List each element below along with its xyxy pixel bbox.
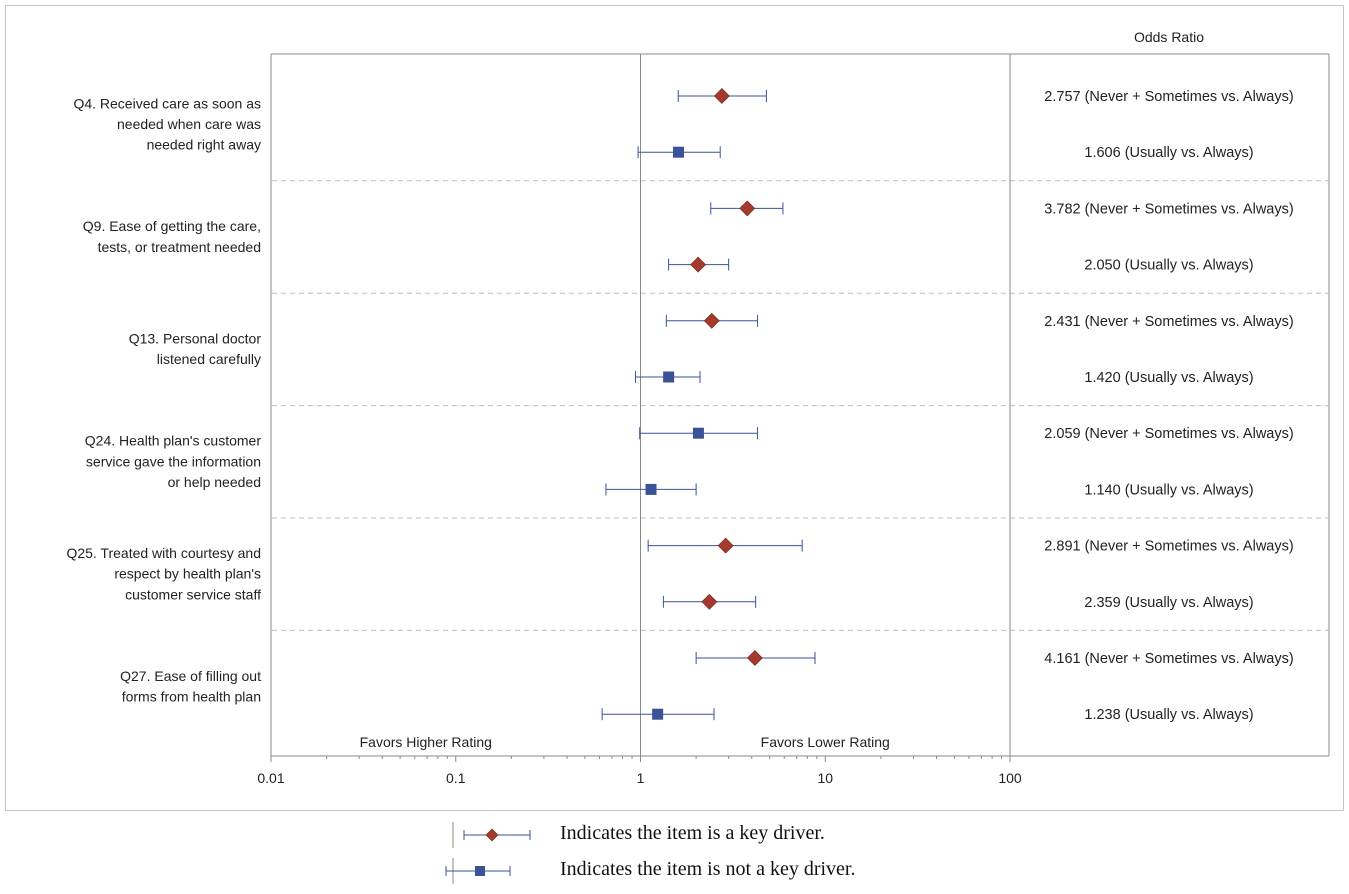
key-driver-marker [746,650,763,666]
odds-ratio-value: 3.782 (Never + Sometimes vs. Always) [1044,201,1293,217]
question-label-line: needed right away [147,137,261,153]
favors-higher-label: Favors Higher Rating [360,734,492,750]
legend-key-driver-label: Indicates the item is a key driver. [560,822,825,844]
question-label-line: needed when care was [117,116,261,132]
not-key-driver-marker [652,708,664,720]
key-driver-marker [701,593,718,610]
odds-ratio-value: 2.431 (Never + Sometimes vs. Always) [1044,314,1293,330]
question-label-line: Q24. Health plan's customer [85,433,262,449]
odds-ratio-value: 2.059 (Never + Sometimes vs. Always) [1044,426,1293,442]
x-tick-label: 100 [998,770,1022,786]
not-key-driver-marker [692,427,704,439]
odds-ratio-value: 1.606 (Usually vs. Always) [1084,145,1253,161]
key-driver-marker [713,88,730,104]
question-label-line: tests, or treatment needed [98,239,261,255]
key-driver-marker [703,312,720,329]
question-label-line: Q13. Personal doctor [129,331,262,347]
key-driver-marker [717,537,734,554]
x-tick-label: 0.1 [446,770,466,786]
forest-plot: Odds Ratio 0.01 0.1 1 10 100 Favors Higher Rat… [66,29,1330,786]
odds-ratio-header: Odds Ratio [1134,29,1204,45]
chart-frame: Odds Ratio 0.01 0.1 1 10 100 Favors Higher Rat… [5,5,1344,811]
question-label-line: Q25. Treated with courtesy and [66,545,261,561]
not-key-driver-marker-icon [445,858,511,884]
key-driver-marker-icon [452,822,531,848]
question-label-line: Q9. Ease of getting the care, [83,218,261,234]
question-label-line: forms from health plan [122,688,261,704]
question-label-line: respect by health plan's [114,566,261,582]
x-tick-label: 1 [637,770,645,786]
legend-item-not-key-driver: Indicates the item is not a key driver. [440,854,1040,888]
legend-item-key-driver: Indicates the item is a key driver. [440,818,1040,852]
odds-ratio-value: 2.359 (Usually vs. Always) [1084,595,1253,611]
key-driver-marker [690,256,707,273]
question-label-line: service gave the information [86,453,261,469]
not-key-driver-marker [673,146,685,158]
odds-ratio-value: 2.050 (Usually vs. Always) [1084,258,1253,274]
odds-ratio-value: 1.420 (Usually vs. Always) [1084,370,1253,386]
not-key-driver-marker [645,483,657,495]
not-key-driver-marker [663,371,675,383]
odds-ratio-value: 1.140 (Usually vs. Always) [1084,482,1253,498]
legend-not-key-driver-label: Indicates the item is not a key driver. [560,858,856,880]
question-label-line: or help needed [168,474,261,490]
question-label-line: Q4. Received care as soon as [73,96,261,112]
legend: Indicates the item is a key driver. Indi… [440,818,1040,888]
question-label-line: listened carefully [157,351,261,367]
odds-ratio-value: 4.161 (Never + Sometimes vs. Always) [1044,651,1293,667]
x-tick-label: 0.01 [257,770,284,786]
x-tick-label: 10 [817,770,833,786]
odds-ratio-value: 2.891 (Never + Sometimes vs. Always) [1044,539,1293,555]
odds-ratio-value: 2.757 (Never + Sometimes vs. Always) [1044,89,1293,105]
odds-ratio-value: 1.238 (Usually vs. Always) [1084,707,1253,723]
question-label-line: Q27. Ease of filling out [120,668,261,684]
key-driver-marker [739,200,756,217]
favors-lower-label: Favors Lower Rating [761,734,890,750]
question-label-line: customer service staff [125,586,261,602]
